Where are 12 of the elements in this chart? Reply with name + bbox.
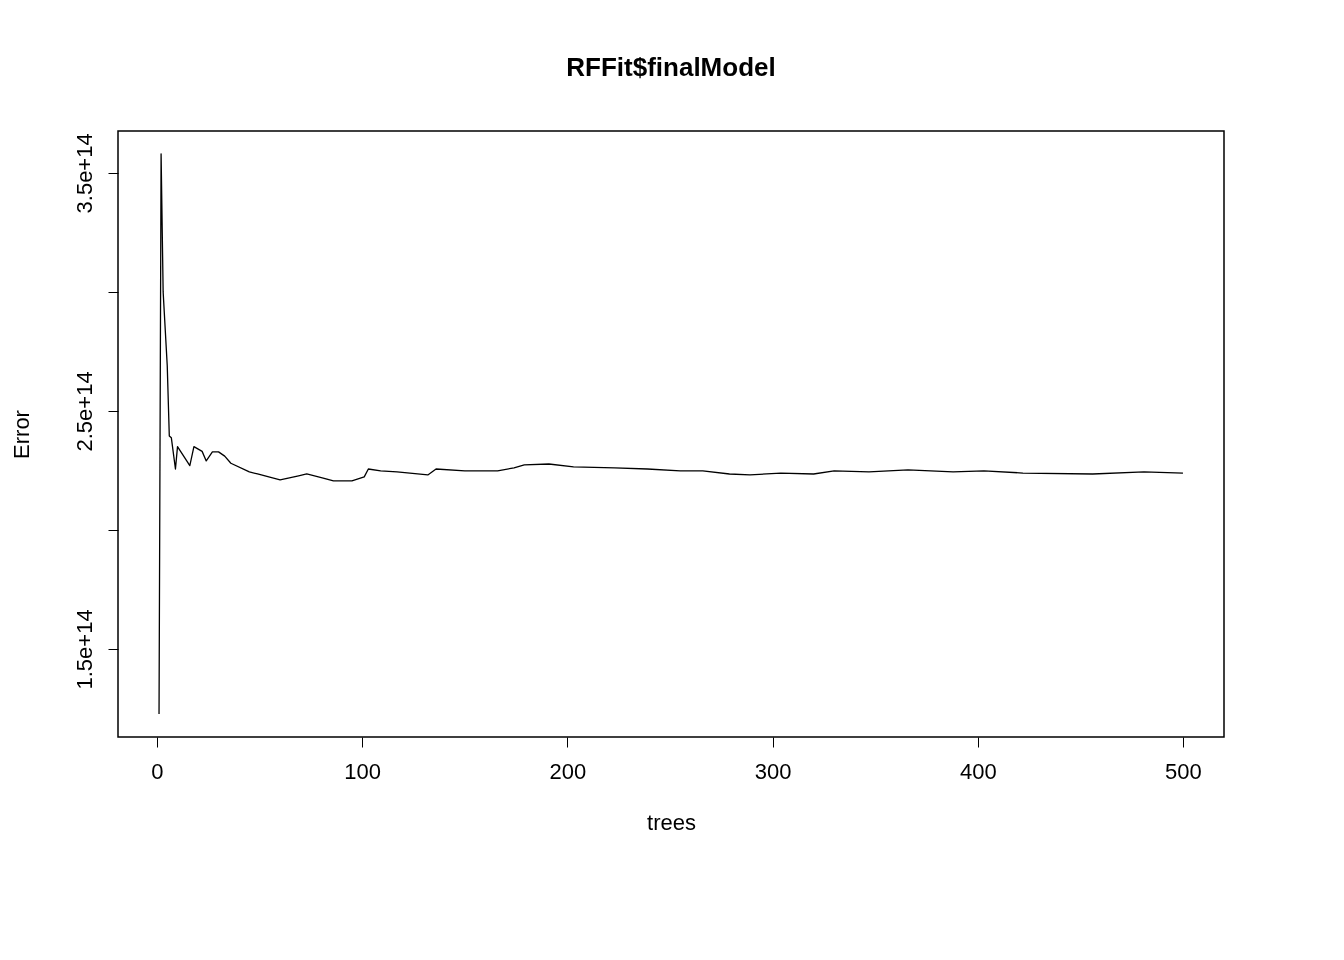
x-axis-title: trees <box>647 809 696 835</box>
y-tick-label: 1.5e+14 <box>71 609 97 690</box>
chart-title: RFFit$finalModel <box>566 52 776 82</box>
x-tick-label: 300 <box>754 758 792 784</box>
x-tick-label: 100 <box>344 758 382 784</box>
y-axis-title: Error <box>8 410 34 459</box>
y-tick-label: 2.5e+14 <box>71 371 97 452</box>
x-tick-label: 0 <box>151 758 164 784</box>
x-tick-label: 400 <box>959 758 997 784</box>
x-tick-label: 500 <box>1165 758 1202 784</box>
x-tick-label: 200 <box>549 758 587 784</box>
y-tick-label: 3.5e+14 <box>71 133 97 214</box>
